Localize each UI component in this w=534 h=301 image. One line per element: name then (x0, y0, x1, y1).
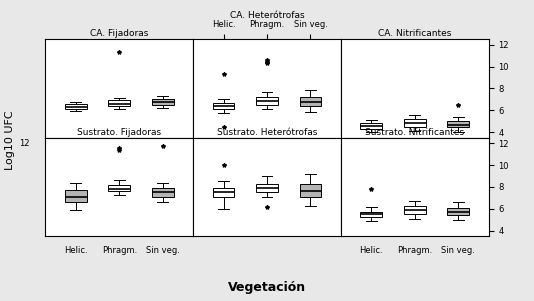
PathPatch shape (108, 101, 130, 107)
PathPatch shape (404, 206, 426, 214)
PathPatch shape (65, 190, 87, 202)
PathPatch shape (447, 121, 469, 127)
Text: Log10 UFC: Log10 UFC (5, 110, 14, 170)
Text: Vegetación: Vegetación (228, 281, 306, 294)
Text: 12: 12 (19, 139, 30, 148)
PathPatch shape (360, 123, 382, 129)
Title: CA. Heterótrofas: CA. Heterótrofas (230, 11, 304, 20)
Title: Sustrato. Fijadoras: Sustrato. Fijadoras (77, 128, 161, 137)
PathPatch shape (256, 97, 278, 105)
PathPatch shape (256, 184, 278, 192)
PathPatch shape (300, 97, 321, 106)
PathPatch shape (152, 99, 174, 105)
PathPatch shape (447, 208, 469, 216)
PathPatch shape (108, 185, 130, 191)
Title: CA. Nitrificantes: CA. Nitrificantes (378, 29, 451, 38)
PathPatch shape (300, 184, 321, 197)
PathPatch shape (213, 103, 234, 109)
PathPatch shape (404, 119, 426, 127)
PathPatch shape (213, 188, 234, 197)
PathPatch shape (152, 188, 174, 197)
PathPatch shape (65, 104, 87, 109)
PathPatch shape (360, 212, 382, 217)
Title: Sustrato. Heterótrofas: Sustrato. Heterótrofas (217, 128, 317, 137)
Title: Sustrato. Nitrificantes: Sustrato. Nitrificantes (365, 128, 464, 137)
Title: CA. Fijadoras: CA. Fijadoras (90, 29, 148, 38)
